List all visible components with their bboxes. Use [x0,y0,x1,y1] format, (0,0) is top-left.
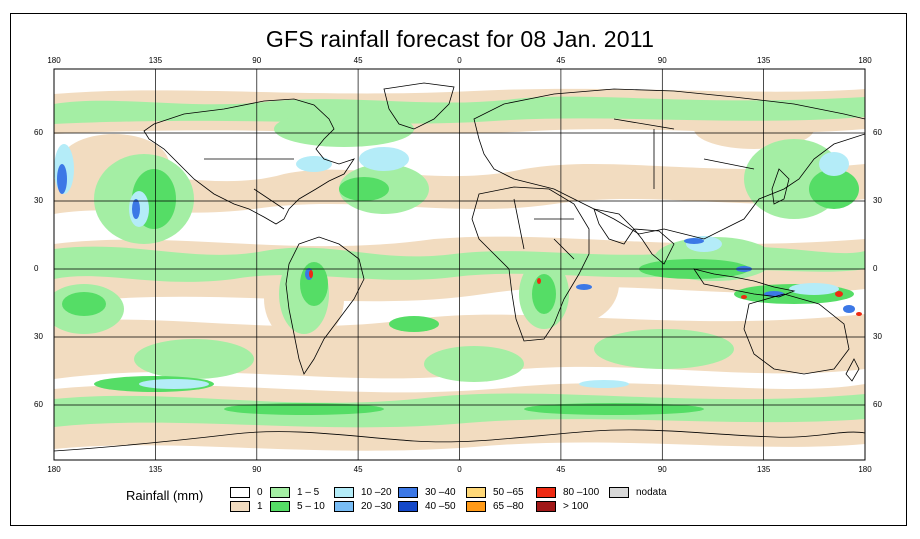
indonesia-outline [693,268,796,298]
legend-entry-label: 1 – 5 [297,487,320,498]
legend-entry: 65 –80 [466,500,524,513]
legend-swatch [398,487,418,498]
bottom-longitude-tick: 135 [148,465,163,474]
bottom-longitude-tick: 45 [556,465,566,474]
top-longitude-tick: 0 [457,56,462,65]
eurasia-outline [473,88,865,240]
legend-entry: 1 [230,500,263,513]
right-latitude-tick: 60 [873,400,882,409]
legend-entry: 5 – 10 [270,500,325,513]
rainfall-map [53,68,866,461]
right-latitude-tick: 30 [873,196,882,205]
coastlines [54,82,865,460]
legend-entry: 20 –30 [334,500,392,513]
legend-entry-label: 50 –65 [493,487,524,498]
rain-20-40mm-areas [57,164,855,313]
legend-entry-label: > 100 [563,501,589,512]
left-latitude-tick: 30 [34,332,43,341]
legend-entry-label: 10 –20 [361,487,392,498]
antarctica-outline [54,429,865,460]
top-longitude-tick: 90 [657,56,667,65]
legend-title: Rainfall (mm) [126,488,204,503]
legend-swatch [398,501,418,512]
legend-entry-label: 65 –80 [493,501,524,512]
legend-entry-label: 0 [257,487,263,498]
north-america-outline [143,98,355,225]
bottom-longitude-tick: 135 [756,465,771,474]
left-latitude-tick: 60 [34,400,43,409]
map-title: GFS rainfall forecast for 08 Jan. 2011 [265,26,655,52]
bottom-longitude-tick: 90 [657,465,667,474]
legend-swatch [536,501,556,512]
figure-frame [10,13,907,526]
legend-entry: > 100 [536,500,588,513]
top-longitude-tick: 180 [47,56,61,65]
bottom-longitude-tick: 90 [252,465,262,474]
rain-heavy-areas [309,270,862,316]
legend-entry: 30 –40 [398,486,456,499]
arabia-india-outline [593,208,675,265]
map-border [53,68,866,461]
legend-swatch [334,501,354,512]
right-latitude-tick: 60 [873,128,882,137]
south-america-outline [285,236,365,375]
legend-entry: 40 –50 [398,500,456,513]
australia-outline [743,293,850,375]
legend-entry-label: 20 –30 [361,501,392,512]
legend-entry-label: 5 – 10 [297,501,325,512]
legend-entry-label: 1 [257,501,263,512]
new-zealand-outline [845,358,860,382]
legend-swatch [230,501,250,512]
left-latitude-tick: 0 [34,264,39,273]
legend-entry: 50 –65 [466,486,524,499]
legend-swatch [536,487,556,498]
top-longitude-tick: 45 [556,56,566,65]
legend-entry-label: nodata [636,487,667,498]
map-canvas [53,68,866,461]
legend-swatch [230,487,250,498]
right-latitude-tick: 0 [873,264,878,273]
top-longitude-tick: 135 [756,56,771,65]
top-longitude-tick: 135 [148,56,163,65]
top-longitude-tick: 45 [353,56,363,65]
legend-swatch [334,487,354,498]
legend-entry-label: 40 –50 [425,501,456,512]
left-latitude-tick: 60 [34,128,43,137]
right-latitude-tick: 30 [873,332,882,341]
legend-entry: 10 –20 [334,486,392,499]
top-longitude-tick: 180 [858,56,872,65]
legend-swatch [270,487,290,498]
japan-outline [771,168,790,205]
bottom-longitude-tick: 180 [858,465,872,474]
legend-entry: 80 –100 [536,486,599,499]
graticule [54,69,865,460]
legend-swatch [466,501,486,512]
legend-entry-label: 80 –100 [563,487,600,498]
legend-entry-label: 30 –40 [425,487,456,498]
legend-swatch [270,501,290,512]
bottom-longitude-tick: 45 [353,465,363,474]
legend-swatch [466,487,486,498]
legend-entry: nodata [609,486,667,499]
top-longitude-tick: 90 [252,56,262,65]
legend-entry: 1 – 5 [270,486,319,499]
legend-entry: 0 [230,486,263,499]
left-latitude-tick: 30 [34,196,43,205]
bottom-longitude-tick: 0 [457,465,462,474]
africa-outline [471,186,590,342]
greenland-outline [383,82,455,130]
legend-swatch [609,487,629,498]
country-borders [204,118,755,260]
bottom-longitude-tick: 180 [47,465,61,474]
